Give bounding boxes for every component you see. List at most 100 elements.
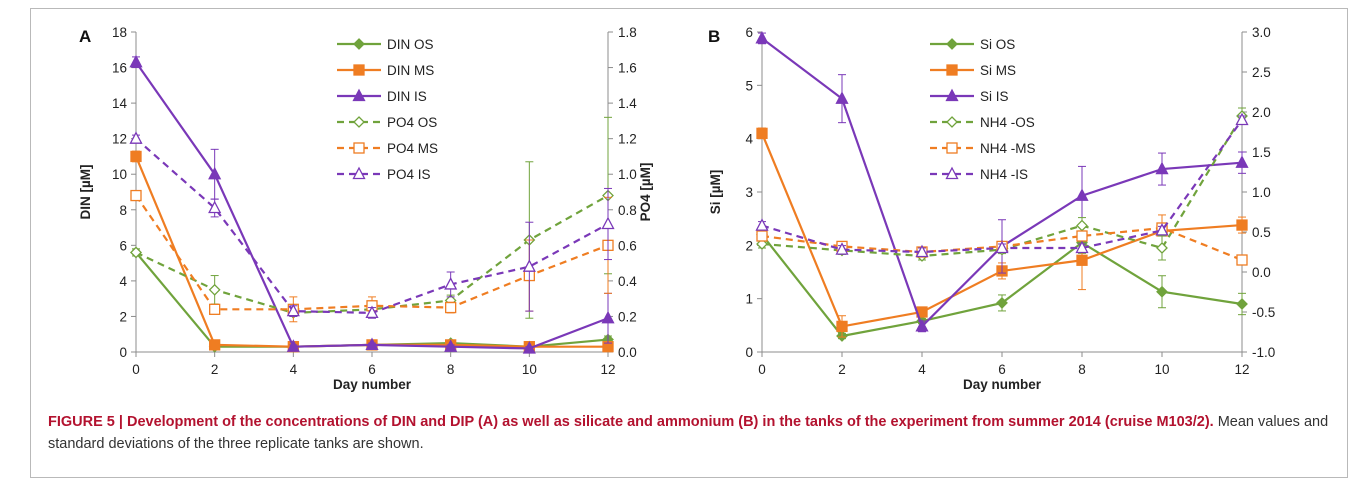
y2-tick-label-a: 1.0 <box>618 167 637 182</box>
data-point <box>601 216 615 230</box>
data-point <box>756 230 768 242</box>
x-tick-label-a: 6 <box>368 362 376 377</box>
y2-tick-label-b: -1.0 <box>1252 345 1275 360</box>
series-line <box>135 194 609 311</box>
y2-tick-label-a: 1.8 <box>618 25 637 40</box>
y-tick-label-b: 3 <box>745 185 753 200</box>
x-tick-label-a: 2 <box>211 362 219 377</box>
figure-charts: A0246810121416180.00.20.40.60.81.01.21.4… <box>78 25 1275 392</box>
y-axis-title-b: Si [µM] <box>708 170 723 215</box>
y-tick-label-a: 8 <box>119 203 127 218</box>
data-point <box>1075 188 1089 201</box>
y2-tick-label-a: 0.6 <box>618 238 637 253</box>
data-point <box>1156 285 1168 298</box>
y-tick-label-b: 6 <box>745 25 753 40</box>
y2-tick-label-a: 0.0 <box>618 345 637 360</box>
data-point <box>365 305 379 319</box>
x-tick-label-a: 0 <box>132 362 140 377</box>
legend-b: Si OS Si MS Si IS NH4 -OS NH4 -MS NH4 -IS <box>930 37 1036 182</box>
data-point <box>755 218 769 231</box>
y-tick-label-b: 1 <box>745 292 753 307</box>
y-tick-label-a: 4 <box>119 274 127 289</box>
y-tick-label-b: 0 <box>745 345 753 360</box>
figure-frame <box>30 8 1348 478</box>
legend-label: Si MS <box>980 63 1016 78</box>
legend-label: Si OS <box>980 37 1015 52</box>
x-tick-label-b: 6 <box>998 362 1006 377</box>
legend-marker <box>946 116 958 128</box>
y2-tick-label-a: 1.4 <box>618 96 637 111</box>
data-point <box>129 131 143 144</box>
y2-tick-label-b: 2.0 <box>1252 105 1271 120</box>
data-point <box>996 297 1008 309</box>
y2-tick-label-b: -0.5 <box>1252 305 1275 320</box>
data-point <box>1076 219 1088 232</box>
x-tick-label-a: 12 <box>600 362 615 377</box>
x-tick-label-b: 8 <box>1078 362 1086 377</box>
y-tick-label-a: 2 <box>119 309 127 324</box>
series-a-3 <box>130 116 614 319</box>
data-point <box>208 166 222 180</box>
y2-tick-label-b: 1.5 <box>1252 145 1271 160</box>
legend-marker <box>353 142 365 154</box>
y2-tick-label-a: 0.8 <box>618 203 637 218</box>
legend-a: DIN OS DIN MS DIN IS PO4 OS PO4 MS PO4 IS <box>337 37 438 182</box>
x-tick-label-a: 8 <box>447 362 455 377</box>
legend-label: NH4 -OS <box>980 115 1035 130</box>
y-tick-label-a: 0 <box>119 345 127 360</box>
legend-label: DIN MS <box>387 63 434 78</box>
data-point <box>1076 254 1088 266</box>
x-tick-label-b: 12 <box>1234 362 1249 377</box>
y2-tick-label-a: 1.2 <box>618 132 637 147</box>
data-point <box>836 320 848 333</box>
y-tick-label-b: 4 <box>745 132 753 147</box>
legend-label: PO4 MS <box>387 141 438 156</box>
data-point <box>444 277 458 290</box>
series-a-2 <box>129 54 615 354</box>
x-tick-label-b: 4 <box>918 362 926 377</box>
data-point <box>1075 240 1089 254</box>
data-point <box>522 259 536 272</box>
data-point <box>835 242 849 255</box>
legend-marker <box>946 64 958 76</box>
y2-tick-label-b: 0.5 <box>1252 225 1271 240</box>
panel-letter-b: B <box>708 27 720 46</box>
data-point <box>1235 155 1249 168</box>
legend-marker <box>945 88 959 102</box>
legend-marker <box>353 64 365 76</box>
series-line <box>135 194 609 314</box>
data-point <box>286 303 300 317</box>
data-point <box>1155 222 1169 236</box>
data-point <box>130 189 142 202</box>
y-tick-label-a: 12 <box>112 132 127 147</box>
legend-marker <box>352 88 366 102</box>
figure-caption: FIGURE 5 | Development of the concentrat… <box>48 411 1338 455</box>
y-tick-label-a: 6 <box>119 238 127 253</box>
chart-panel-a: A 0 2 4 6 8 10 12 14 16 18 0.0 0.2 0.4 0.6 0.8 1.0 1.2 1.4… <box>78 25 653 392</box>
legend-label: DIN IS <box>387 89 427 104</box>
legend-label: PO4 OS <box>387 115 437 130</box>
legend-label: DIN OS <box>387 37 434 52</box>
y-tick-label-b: 2 <box>745 238 753 253</box>
data-point <box>1076 230 1088 242</box>
data-point <box>995 240 1009 254</box>
y2-tick-label-b: 0.0 <box>1252 265 1271 280</box>
data-point <box>1235 112 1249 126</box>
y2-tick-label-b: 3.0 <box>1252 25 1271 40</box>
x-tick-label-b: 0 <box>758 362 766 377</box>
data-point <box>601 310 615 324</box>
data-point <box>445 301 457 314</box>
y2-axis-title-a: PO4 [µM] <box>638 163 653 222</box>
y-tick-label-b: 5 <box>745 78 753 93</box>
data-point <box>286 339 300 352</box>
data-point <box>755 30 769 44</box>
series-b-5 <box>755 112 1249 258</box>
data-point <box>130 246 142 259</box>
data-point <box>522 341 536 354</box>
y-tick-label-a: 14 <box>112 96 128 111</box>
data-point <box>835 91 849 104</box>
data-point <box>209 303 221 315</box>
legend-marker <box>353 38 365 50</box>
data-point <box>208 283 221 296</box>
